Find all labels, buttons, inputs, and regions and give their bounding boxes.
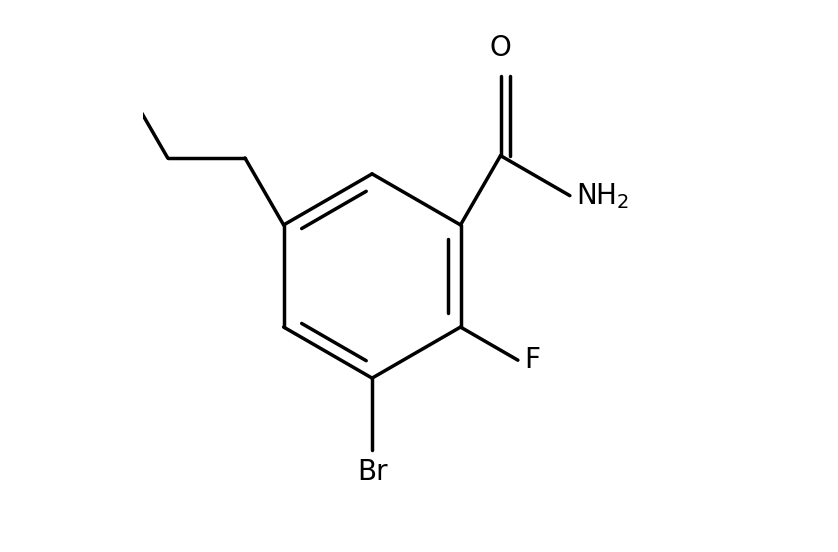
Text: Br: Br <box>357 458 387 486</box>
Text: NH$_2$: NH$_2$ <box>577 181 630 210</box>
Text: O: O <box>489 34 511 62</box>
Text: F: F <box>525 346 541 374</box>
